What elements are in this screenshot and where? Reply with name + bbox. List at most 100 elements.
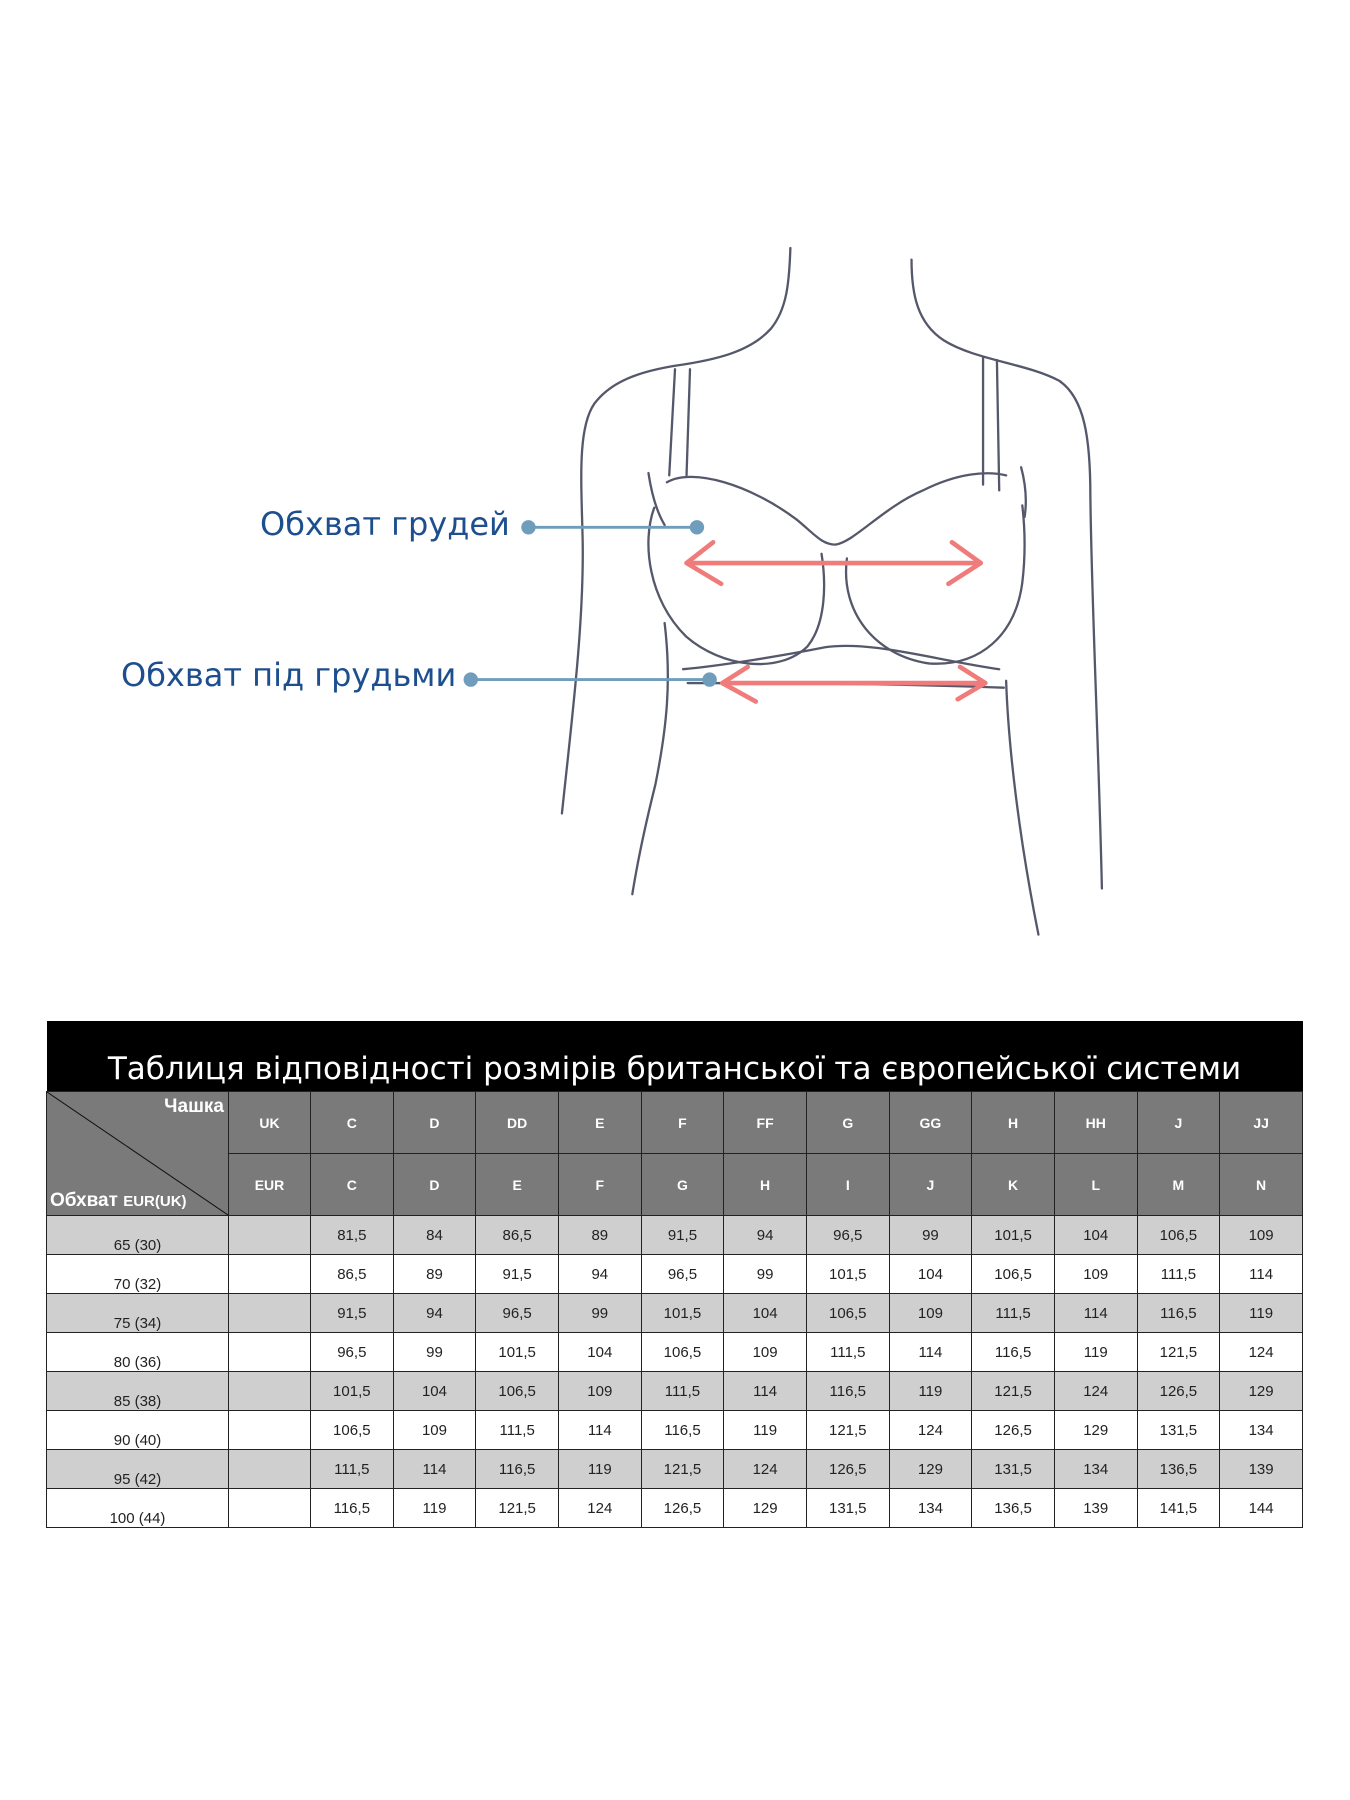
eur-cup-header: D [392,1153,477,1216]
bust-value: 144 [1219,1488,1303,1528]
bust-value: 129 [723,1488,807,1528]
bust-value: 96,5 [640,1254,725,1294]
band-size: 80 (36) [46,1332,229,1372]
corner-header: Чашка Обхват EUR(UK) [46,1091,229,1216]
bust-value: 104 [723,1293,807,1333]
neck-left [560,246,792,815]
bust-value: 99 [392,1332,477,1372]
uk-label: UK [228,1091,311,1154]
eur-label: EUR [228,1153,311,1216]
bust-value: 124 [1053,1371,1138,1411]
neck-right [910,258,1104,890]
band-spacer [228,1449,311,1489]
bust-value: 109 [888,1293,973,1333]
underbust-pointer-end [702,672,717,687]
band-size: 65 (30) [46,1215,229,1255]
table-row: 75 (34) 91,5 94 96,5 99 101,5 104 106,5 109 111,5… [46,1293,1303,1333]
bust-value: 119 [392,1488,477,1528]
bust-value: 89 [392,1254,477,1294]
bust-value: 116,5 [1136,1293,1221,1333]
uk-cup-header: HH [1053,1091,1138,1154]
girth-label-text: Обхват [50,1190,118,1211]
bust-value: 121,5 [971,1371,1055,1411]
band-size: 85 (38) [46,1371,229,1411]
bust-value: 99 [888,1215,973,1255]
table-row: 90 (40) 106,5 109 111,5 114 116,5 119 121,5 124 1… [46,1410,1303,1450]
band-size: 95 (42) [46,1449,229,1489]
eur-cup-header: I [805,1153,890,1216]
band-spacer [228,1293,311,1333]
bust-pointer-end [689,520,705,535]
uk-cup-row: Чашка Обхват EUR(UK) UK C D DD E F FF G GG H HH J J… [46,1091,1303,1216]
bust-value: 116,5 [310,1488,394,1528]
bust-value: 109 [723,1332,807,1372]
table-row: 85 (38) 101,5 104 106,5 109 111,5 114 116,5 119 1… [46,1371,1303,1411]
bust-value: 119 [888,1371,973,1411]
eur-cup-header: F [557,1153,642,1216]
bust-value: 109 [392,1410,477,1450]
bust-value: 94 [723,1215,807,1255]
uk-cup-header: C [310,1091,394,1154]
bust-value: 116,5 [475,1449,559,1489]
bust-value: 131,5 [971,1449,1055,1489]
bust-value: 106,5 [475,1371,559,1411]
strap-right [981,356,1001,492]
bust-value: 101,5 [475,1332,559,1372]
band-size: 70 (32) [46,1254,229,1294]
eur-cup-header: K [971,1153,1055,1216]
bust-value: 111,5 [805,1332,890,1372]
bust-value: 121,5 [640,1449,725,1489]
bust-value: 134 [1053,1449,1138,1489]
bust-value: 124 [888,1410,973,1450]
bust-value: 119 [723,1410,807,1450]
underbust-label: Обхват під грудьми [121,656,457,694]
bust-value: 114 [1219,1254,1303,1294]
bust-value: 86,5 [310,1254,394,1294]
bust-value: 116,5 [640,1410,725,1450]
bust-pointer-dot [521,520,536,535]
diagonal-divider [47,1092,228,1215]
bust-value: 126,5 [640,1488,725,1528]
uk-cup-header: GG [888,1091,973,1154]
bust-value: 101,5 [640,1293,725,1333]
size-conversion-table: Таблиця відповідності розмірів британськ… [46,1021,1303,1528]
bust-value: 141,5 [1136,1488,1221,1528]
bust-value: 86,5 [475,1215,559,1255]
uk-cup-header: D [392,1091,477,1154]
cup-left [647,506,826,666]
table-row: 80 (36) 96,5 99 101,5 104 106,5 109 111,5 114 116… [46,1332,1303,1372]
bust-value: 101,5 [310,1371,394,1411]
eur-cup-header: E [475,1153,559,1216]
bust-value: 81,5 [310,1215,394,1255]
bust-value: 124 [1219,1332,1303,1372]
bust-value: 109 [1219,1215,1303,1255]
bust-value: 114 [723,1371,807,1411]
bust-label: Обхват грудей [260,505,510,543]
bust-value: 126,5 [971,1410,1055,1450]
bust-value: 106,5 [640,1332,725,1372]
bust-value: 104 [888,1254,973,1294]
strap-left [668,368,692,477]
bust-value: 129 [1219,1371,1303,1411]
eur-cup-header: H [723,1153,807,1216]
table-row: 65 (30) 81,5 84 86,5 89 91,5 94 96,5 99 101,5 104 1… [46,1215,1303,1255]
bust-value: 104 [557,1332,642,1372]
cup-right [844,504,1026,665]
bust-value: 134 [1219,1410,1303,1450]
bust-value: 131,5 [1136,1410,1221,1450]
bust-arrow [684,539,984,587]
bust-value: 119 [1053,1332,1138,1372]
bust-value: 91,5 [640,1215,725,1255]
bust-value: 109 [557,1371,642,1411]
pointers [463,520,717,687]
bust-value: 126,5 [805,1449,890,1489]
girth-label-system: EUR(UK) [123,1193,187,1210]
bust-value: 121,5 [805,1410,890,1450]
eur-cup-header: L [1053,1153,1138,1216]
bust-value: 106,5 [971,1254,1055,1294]
bust-value: 126,5 [1136,1371,1221,1411]
bust-value: 124 [723,1449,807,1489]
measurement-illustration: Обхват грудей Обхват під грудьми [121,246,1104,936]
bust-value: 89 [557,1215,642,1255]
